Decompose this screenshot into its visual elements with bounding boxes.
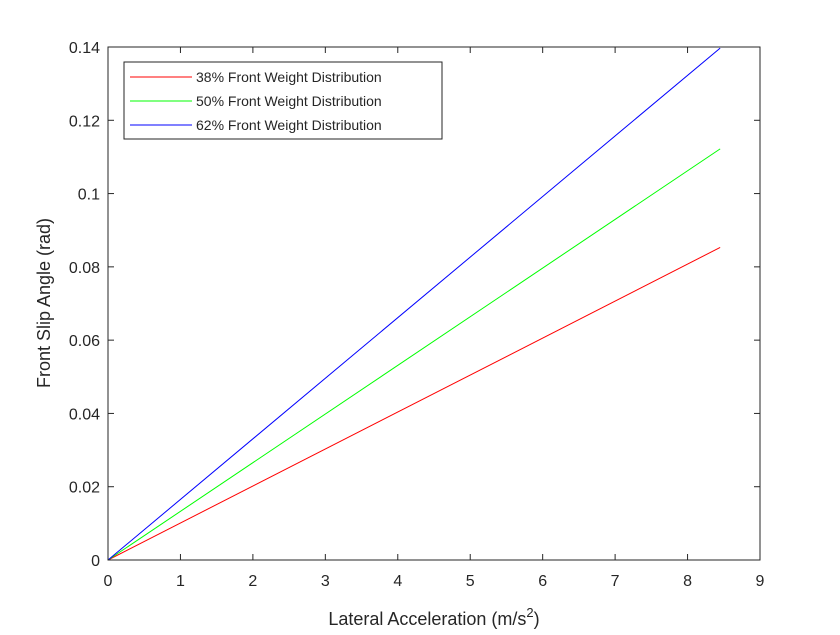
axes-box bbox=[107, 46, 761, 561]
legend: 38% Front Weight Distribution 50% Front W… bbox=[123, 61, 443, 140]
x-tick-label: 5 bbox=[466, 573, 475, 590]
x-axis-label-main: Lateral Acceleration (m/s bbox=[328, 609, 526, 629]
x-tick-label: 3 bbox=[321, 573, 330, 590]
legend-label-3: 62% Front Weight Distribution bbox=[196, 117, 382, 133]
x-tick-label: 7 bbox=[611, 573, 620, 590]
y-axis-label: Front Slip Angle (rad) bbox=[34, 218, 54, 388]
x-tick-label: 9 bbox=[756, 573, 765, 590]
y-tick-label: 0.1 bbox=[78, 187, 100, 204]
x-tick-label: 1 bbox=[176, 573, 185, 590]
x-tick-label: 4 bbox=[393, 573, 402, 590]
x-tick-label: 8 bbox=[683, 573, 692, 590]
series-layer bbox=[107, 47, 721, 561]
series-line-1 bbox=[107, 246, 721, 561]
y-tick-label: 0.04 bbox=[69, 406, 100, 423]
legend-label-1: 38% Front Weight Distribution bbox=[196, 69, 382, 85]
y-tick-label: 0 bbox=[91, 553, 100, 570]
y-tick-label: 0.14 bbox=[69, 40, 100, 57]
y-tick-label: 0.12 bbox=[69, 113, 100, 130]
axes-layer bbox=[107, 46, 761, 561]
ticks-layer: 0 1 2 3 4 5 6 7 8 9 0 0.02 0.04 0.06 0.08 0.1 0.12 0.14 bbox=[69, 40, 765, 590]
y-tick-label: 0.02 bbox=[69, 480, 100, 497]
x-axis-label: Lateral Acceleration (m/s2) bbox=[328, 605, 539, 629]
y-tick-label: 0.08 bbox=[69, 260, 100, 277]
legend-label-2: 50% Front Weight Distribution bbox=[196, 93, 382, 109]
series-line-3 bbox=[107, 47, 721, 561]
x-tick-label: 0 bbox=[104, 573, 113, 590]
x-tick-label: 2 bbox=[248, 573, 257, 590]
x-axis-label-suffix: ) bbox=[534, 609, 540, 629]
series-line-2 bbox=[107, 148, 721, 561]
x-tick-label: 6 bbox=[538, 573, 547, 590]
y-tick-label: 0.06 bbox=[69, 333, 100, 350]
x-axis-label-superscript: 2 bbox=[526, 605, 533, 620]
